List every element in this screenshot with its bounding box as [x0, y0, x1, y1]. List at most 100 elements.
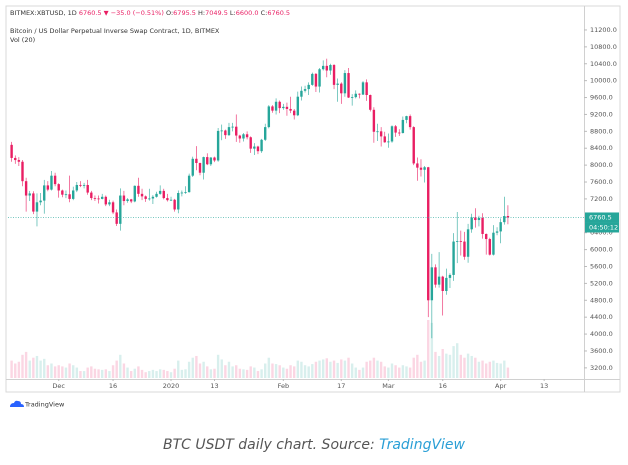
candle-body: [459, 241, 463, 242]
volume-bar: [61, 366, 64, 378]
candle-body: [148, 198, 151, 200]
volume-bar: [148, 371, 151, 378]
volume-bar: [100, 369, 104, 378]
candle-body: [213, 157, 216, 161]
candle-body: [452, 241, 455, 275]
y-tick-label: 3200.0: [590, 364, 613, 372]
volume-bar: [43, 358, 46, 378]
candle-body: [329, 65, 332, 71]
candle-body: [169, 199, 173, 201]
volume-bar: [325, 358, 328, 378]
volume-bar: [441, 349, 444, 378]
ohlc-key: C: [261, 9, 266, 17]
volume-bar: [46, 365, 50, 378]
volume-bar: [398, 367, 401, 378]
ohlc-value: 6760.5: [267, 9, 290, 17]
candle-body: [108, 202, 111, 205]
candle-body: [289, 108, 292, 111]
candle-body: [503, 215, 506, 223]
candle-body: [227, 127, 231, 136]
candle-body: [361, 82, 365, 95]
candle-body: [224, 130, 227, 136]
volume-bar: [408, 367, 412, 378]
candle-body: [264, 127, 267, 140]
candle-body: [104, 196, 108, 205]
candle-body: [434, 267, 437, 285]
volume-bar: [220, 359, 223, 378]
volume-bar: [416, 354, 419, 378]
volume-bar: [321, 359, 325, 378]
candle-body: [365, 82, 368, 96]
volume-bar: [354, 367, 357, 378]
volume-bar: [249, 366, 252, 378]
volume-bar: [466, 353, 470, 378]
candle-body: [445, 277, 448, 291]
volume-bar: [296, 360, 300, 378]
candle-body: [24, 181, 28, 196]
candle-body: [300, 90, 303, 97]
volume-bar: [307, 366, 310, 378]
volume-bar: [184, 369, 187, 378]
candle-body: [17, 160, 21, 162]
volume-bar: [224, 365, 227, 378]
candle-body: [488, 239, 492, 255]
candle-body: [350, 97, 354, 98]
volume-bar: [144, 372, 147, 378]
volume-bar: [379, 361, 383, 378]
candle-body: [253, 146, 256, 149]
caption: BTC USDT daily chart. Source: TradingVie…: [163, 437, 466, 453]
candle-body: [50, 175, 53, 190]
candle-body: [75, 184, 79, 191]
volume-bar: [10, 360, 13, 378]
y-tick-label: 8800.0: [590, 127, 613, 135]
volume-bar: [412, 357, 415, 378]
volume-bar: [329, 361, 332, 378]
x-tick-label: Apr: [495, 382, 507, 390]
candle-body: [10, 144, 13, 158]
candle-body: [111, 202, 115, 213]
candle-body: [398, 132, 401, 134]
candle-body: [53, 175, 57, 185]
symbol: BITMEX:XBTUSD, 1D: [10, 9, 77, 17]
candle-body: [151, 196, 155, 199]
volume-bar: [129, 371, 133, 378]
candle-body: [140, 193, 144, 197]
volume-bar: [122, 363, 126, 378]
volume-bar: [253, 367, 256, 378]
candle-body: [416, 163, 419, 168]
volume-bar: [271, 363, 274, 378]
x-tick-label: 16: [439, 382, 447, 390]
candle-body: [405, 116, 408, 120]
volume-bar: [111, 365, 115, 378]
candle-body: [28, 193, 31, 196]
volume-bar: [231, 366, 234, 378]
candle-body: [354, 93, 357, 98]
volume-bar: [318, 360, 321, 378]
volume-bar: [481, 360, 484, 378]
volume-bar: [191, 357, 194, 378]
caption-link[interactable]: TradingView: [379, 437, 465, 453]
volume-bar: [285, 368, 289, 378]
volume-bar: [495, 362, 499, 378]
volume-bar: [86, 367, 89, 378]
candle-body: [419, 167, 423, 170]
candle-body: [495, 231, 499, 233]
candle-body: [32, 193, 35, 212]
countdown: 04:50:12: [589, 223, 618, 231]
volume-bar: [506, 367, 510, 378]
volume-bar: [39, 360, 42, 378]
y-tick-label: 8400.0: [590, 144, 613, 152]
volume-bar: [336, 362, 339, 378]
volume-bar: [227, 361, 231, 378]
volume-bar: [289, 365, 292, 378]
candle-body: [187, 175, 191, 193]
volume-bar: [245, 369, 249, 378]
candle-body: [343, 73, 347, 94]
volume-bar: [448, 354, 452, 378]
volume-bar: [173, 368, 176, 378]
candle-body: [285, 106, 289, 109]
volume-bar: [470, 355, 473, 378]
candle-body: [477, 217, 481, 221]
candle-body: [206, 157, 209, 165]
